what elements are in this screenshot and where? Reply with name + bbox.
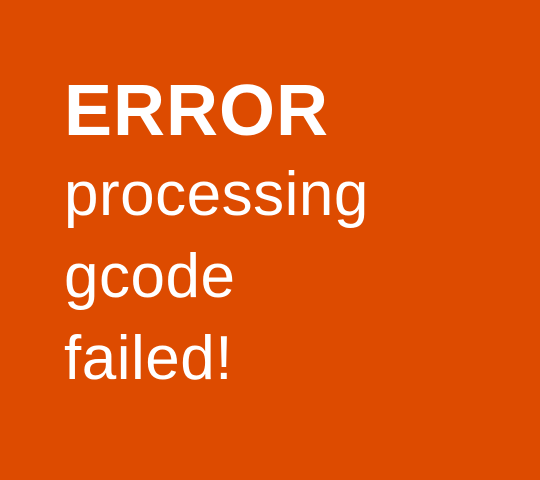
error-title: ERROR [64, 71, 330, 151]
error-line-3: failed! [64, 324, 233, 393]
error-line-2: gcode [64, 242, 236, 311]
error-line-1: processing [64, 160, 369, 229]
error-message: ERROR processing gcode failed! [64, 68, 504, 400]
